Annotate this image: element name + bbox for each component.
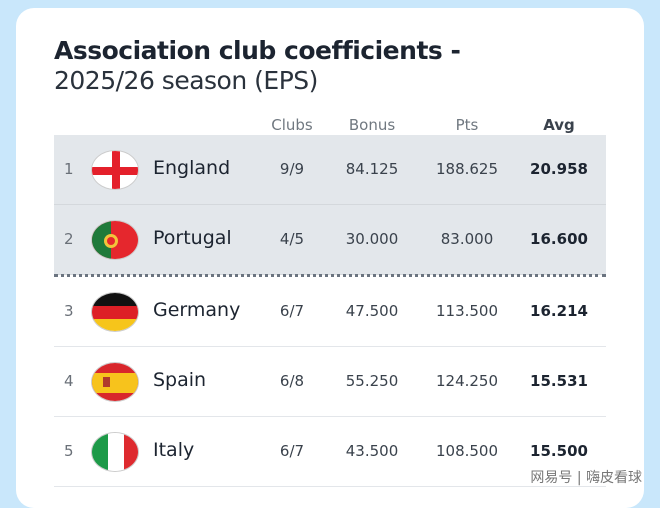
pts-value: 188.625 bbox=[435, 160, 499, 178]
rank: 1 bbox=[64, 160, 74, 178]
coefficients-card: Association club coefficients - 2025/26 … bbox=[16, 8, 644, 508]
table-row[interactable]: 4 Spain 6/8 55.250 124.250 15.531 bbox=[54, 347, 606, 417]
rank: 2 bbox=[64, 230, 74, 248]
italy-flag-icon bbox=[91, 432, 139, 472]
rank: 3 bbox=[64, 302, 74, 320]
spain-flag-icon bbox=[91, 362, 139, 402]
table-header: Clubs Bonus Pts Avg bbox=[16, 112, 644, 142]
bonus-value: 30.000 bbox=[345, 230, 399, 248]
qualification-divider bbox=[54, 274, 606, 277]
col-avg: Avg bbox=[543, 116, 575, 134]
country-name: Italy bbox=[153, 439, 195, 461]
table-row[interactable]: 2 Portugal 4/5 30.000 83.000 16.600 bbox=[54, 205, 606, 275]
avg-value: 15.500 bbox=[530, 442, 588, 460]
clubs-value: 9/9 bbox=[279, 160, 305, 178]
country-name: Germany bbox=[153, 299, 241, 321]
bonus-value: 43.500 bbox=[345, 442, 399, 460]
col-bonus: Bonus bbox=[348, 116, 396, 134]
avg-value: 20.958 bbox=[530, 160, 588, 178]
pts-value: 113.500 bbox=[435, 302, 499, 320]
avg-value: 15.531 bbox=[530, 372, 588, 390]
avg-value: 16.600 bbox=[530, 230, 588, 248]
pts-value: 108.500 bbox=[435, 442, 499, 460]
country-name: England bbox=[153, 157, 231, 179]
table-row[interactable]: 1 England 9/9 84.125 188.625 20.958 bbox=[54, 135, 606, 205]
page-title: Association club coefficients - 2025/26 … bbox=[54, 36, 461, 96]
watermark: 网易号 | 嗨皮看球 bbox=[530, 470, 642, 486]
country-name: Spain bbox=[153, 369, 207, 391]
clubs-value: 6/7 bbox=[279, 442, 305, 460]
table-row[interactable]: 5 Italy 6/7 43.500 108.500 15.500 bbox=[54, 417, 606, 487]
rank: 4 bbox=[64, 372, 74, 390]
rank: 5 bbox=[64, 442, 74, 460]
clubs-value: 6/8 bbox=[279, 372, 305, 390]
col-pts: Pts bbox=[455, 116, 479, 134]
england-flag-icon bbox=[91, 150, 139, 190]
col-clubs: Clubs bbox=[271, 116, 313, 134]
bonus-value: 47.500 bbox=[345, 302, 399, 320]
portugal-flag-icon bbox=[91, 220, 139, 260]
clubs-value: 4/5 bbox=[279, 230, 305, 248]
clubs-value: 6/7 bbox=[279, 302, 305, 320]
pts-value: 124.250 bbox=[435, 372, 499, 390]
germany-flag-icon bbox=[91, 292, 139, 332]
pts-value: 83.000 bbox=[440, 230, 494, 248]
bonus-value: 84.125 bbox=[345, 160, 399, 178]
avg-value: 16.214 bbox=[530, 302, 588, 320]
table-row[interactable]: 3 Germany 6/7 47.500 113.500 16.214 bbox=[54, 277, 606, 347]
title-line-1: Association club coefficients - bbox=[54, 36, 461, 65]
bonus-value: 55.250 bbox=[345, 372, 399, 390]
country-name: Portugal bbox=[153, 227, 232, 249]
title-line-2: 2025/26 season (EPS) bbox=[54, 66, 318, 95]
